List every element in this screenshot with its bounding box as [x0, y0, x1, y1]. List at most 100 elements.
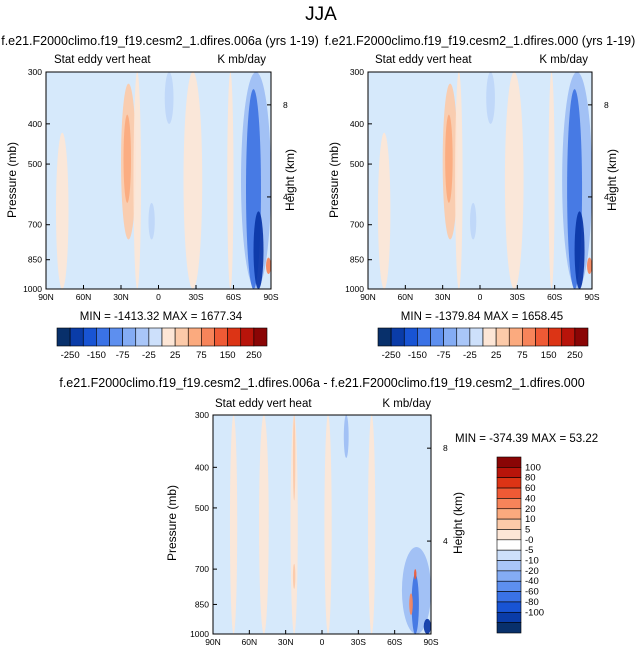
panel-units-label: K mb/day [382, 398, 431, 410]
contour-plot: 90N 60N 30N 0 30S 60S 90S 300 400 500 700 850 1000 8 4 [23, 67, 288, 302]
y2-axis-title: Height (km) [451, 492, 465, 554]
colorbar-swatch [253, 327, 268, 347]
colorbar-label: 100 [525, 462, 541, 473]
colorbar-swatch [56, 327, 71, 347]
colorbar-swatch [496, 560, 522, 572]
colorbar-label: -25 [463, 350, 477, 361]
contour-region-positive [414, 569, 417, 580]
x-tick-label: 90S [584, 292, 599, 302]
colorbar-swatch [496, 539, 522, 551]
min-max-stats: MIN = -1413.32 MAX = 1677.34 [80, 311, 243, 323]
colorbar-swatch [187, 327, 202, 347]
x-tick-label: 60N [398, 292, 414, 302]
y-tick-label: 850 [350, 255, 364, 265]
colorbar-label: 10 [525, 514, 536, 525]
colorbar-label: 5 [525, 524, 530, 535]
colorbar-swatch [522, 327, 536, 347]
colorbar-swatch [161, 327, 176, 347]
x-tick-label: 30S [351, 637, 366, 647]
colorbar-swatch [495, 327, 510, 347]
y2-axis-title: Height (km) [283, 149, 297, 211]
colorbar-swatch [148, 327, 163, 347]
colorbar-label: -0 [525, 535, 533, 546]
x-tick-label: 0 [478, 292, 483, 302]
colorbar-swatch [469, 327, 484, 347]
contour-region-positive [445, 114, 453, 203]
colorbar-label: -80 [525, 597, 539, 608]
colorbar-swatch [496, 518, 522, 530]
contour-region-positive [290, 415, 298, 634]
contour-region-positive [183, 72, 203, 289]
colorbar-label: -10 [525, 556, 539, 567]
min-max-stats: MIN = -1379.84 MAX = 1658.45 [401, 311, 563, 323]
contour-region-negative [574, 211, 585, 289]
plot-background [368, 72, 592, 289]
colorbar-swatch [82, 327, 97, 347]
colorbar-swatch [417, 327, 431, 347]
contour-region-positive [377, 132, 391, 289]
contour-region-positive [324, 415, 332, 634]
y-tick-label: 1000 [190, 629, 209, 639]
colorbar-swatch [390, 327, 405, 347]
colorbar-swatch [135, 327, 150, 347]
y-tick-label: 700 [195, 564, 209, 574]
colorbar-swatch [96, 327, 110, 347]
colorbar-swatch [456, 327, 471, 347]
colorbar-swatch [496, 498, 522, 510]
colorbar-swatch [496, 487, 522, 499]
contour-region-positive [504, 72, 524, 289]
contour-region-positive [368, 415, 376, 634]
colorbar-label: 20 [525, 504, 536, 515]
y-tick-label: 700 [350, 220, 364, 230]
colorbar-label: 75 [517, 350, 528, 361]
contour-region-negative [411, 574, 419, 634]
colorbar-swatch [443, 327, 458, 347]
plot-background [213, 415, 431, 634]
y-tick-label: 400 [195, 462, 209, 472]
contour-fill-group [229, 415, 431, 634]
colorbar-swatch [496, 622, 522, 634]
colorbar-swatch [496, 549, 522, 561]
colorbar-label: -250 [61, 350, 80, 361]
colorbar-label: -40 [525, 576, 539, 587]
colorbar-swatch [174, 327, 189, 347]
colorbar-label: 25 [491, 350, 502, 361]
contour-plot: 90N 60N 30N 0 30S 60S 90S 300 400 500 700 850 1000 8 4 [345, 67, 609, 302]
panel-difference: f.e21.F2000climo.f19_f19.cesm2_1.dfires.… [59, 376, 598, 647]
contour-region-negative [486, 72, 495, 124]
y2-tick-label: 4 [443, 536, 448, 546]
y-tick-label: 400 [28, 119, 42, 129]
contour-region-negative [343, 415, 349, 458]
x-tick-label: 60N [242, 637, 258, 647]
colorbar-swatch [496, 508, 522, 520]
colorbar-swatch [201, 327, 215, 347]
contour-region-positive [266, 257, 271, 274]
colorbar-label: -150 [87, 350, 106, 361]
colorbar-swatch [109, 327, 123, 347]
contour-region-positive [259, 415, 269, 634]
x-tick-label: 90N [38, 292, 54, 302]
x-tick-label: 30N [113, 292, 129, 302]
contour-fill-group [377, 72, 592, 289]
colorbar-swatch [430, 327, 444, 347]
y-tick-label: 1000 [23, 284, 42, 294]
y2-tick-label: 8 [604, 100, 609, 110]
x-tick-label: 90N [360, 292, 376, 302]
colorbar-swatch [496, 529, 522, 541]
contour-region-positive [455, 72, 463, 289]
y-tick-label: 300 [195, 410, 209, 420]
colorbar-label: -75 [116, 350, 130, 361]
colorbar-swatch [496, 611, 522, 623]
colorbar-label: 150 [541, 350, 557, 361]
panel-title: f.e21.F2000climo.f19_f19.cesm2_1.dfires.… [59, 376, 584, 390]
colorbar-swatch [496, 591, 522, 603]
panel-left-label: Stat eddy vert heat [375, 54, 472, 66]
panel-top-left: f.e21.F2000climo.f19_f19.cesm2_1.dfires.… [1, 34, 319, 361]
contour-region-positive [548, 72, 555, 289]
x-tick-label: 30S [188, 292, 203, 302]
colorbar-label: 40 [525, 493, 536, 504]
colorbar-label: -25 [142, 350, 156, 361]
colorbar-swatch [535, 327, 549, 347]
figure-title: JJA [305, 4, 337, 25]
contour-plot: 90N 60N 30N 0 30S 60S 90S 300 400 500 700 850 1000 8 4 [190, 410, 448, 647]
